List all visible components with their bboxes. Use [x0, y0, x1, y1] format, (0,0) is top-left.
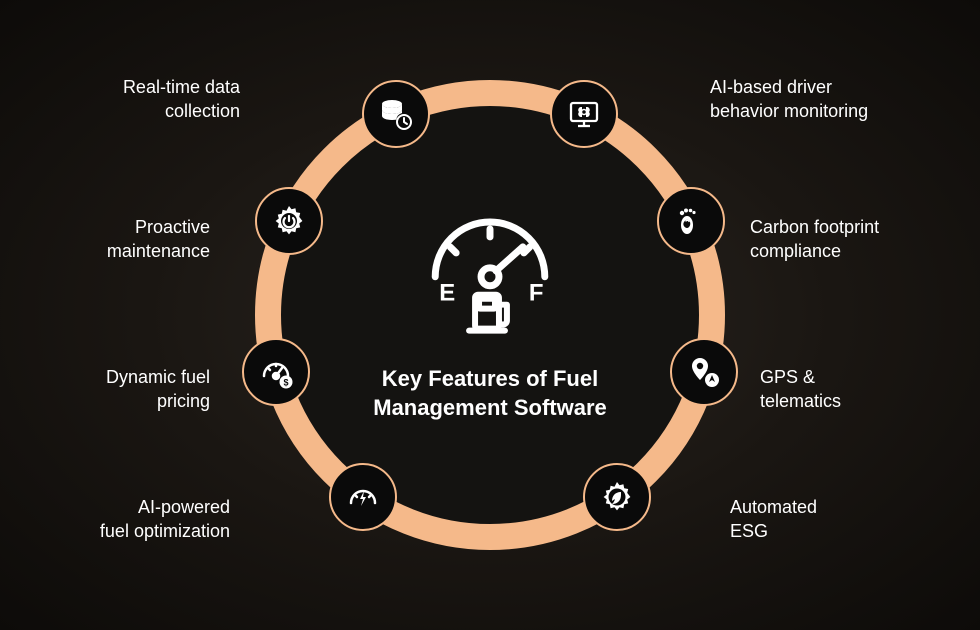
feature-node-ai-optimization — [329, 463, 397, 531]
footprint-icon — [673, 203, 709, 239]
center-content: E F Key Features of Fuel Management Soft… — [350, 207, 630, 423]
gear-leaf-icon — [599, 479, 635, 515]
center-title: Key Features of Fuel Management Software — [350, 364, 630, 423]
feature-node-ai-driver — [550, 80, 618, 148]
gauge-bolt-icon — [345, 479, 381, 515]
svg-text:E: E — [439, 280, 455, 307]
feature-node-gps-telematics — [670, 338, 738, 406]
feature-label-ai-driver: AI-based driver behavior monitoring — [710, 75, 910, 124]
database-clock-icon — [378, 96, 414, 132]
feature-label-dynamic-pricing: Dynamic fuel pricing — [30, 365, 210, 414]
feature-label-ai-optimization: AI-powered fuel optimization — [50, 495, 230, 544]
gear-power-icon — [271, 203, 307, 239]
feature-node-automated-esg — [583, 463, 651, 531]
feature-label-automated-esg: Automated ESG — [730, 495, 930, 544]
feature-node-carbon-footprint — [657, 187, 725, 255]
monitor-brain-icon — [566, 96, 602, 132]
feature-node-proactive-maintenance — [255, 187, 323, 255]
feature-node-dynamic-pricing: $ — [242, 338, 310, 406]
feature-label-gps-telematics: GPS & telematics — [760, 365, 960, 414]
feature-label-carbon-footprint: Carbon footprint compliance — [750, 215, 950, 264]
feature-label-realtime-data: Real-time data collection — [60, 75, 240, 124]
gps-pin-icon — [686, 354, 722, 390]
feature-node-realtime-data — [362, 80, 430, 148]
feature-label-proactive-maintenance: Proactive maintenance — [30, 215, 210, 264]
gauge-dollar-icon: $ — [258, 354, 294, 390]
svg-text:$: $ — [283, 378, 288, 388]
svg-text:F: F — [529, 280, 544, 307]
fuel-gauge-icon: E F — [415, 207, 565, 335]
